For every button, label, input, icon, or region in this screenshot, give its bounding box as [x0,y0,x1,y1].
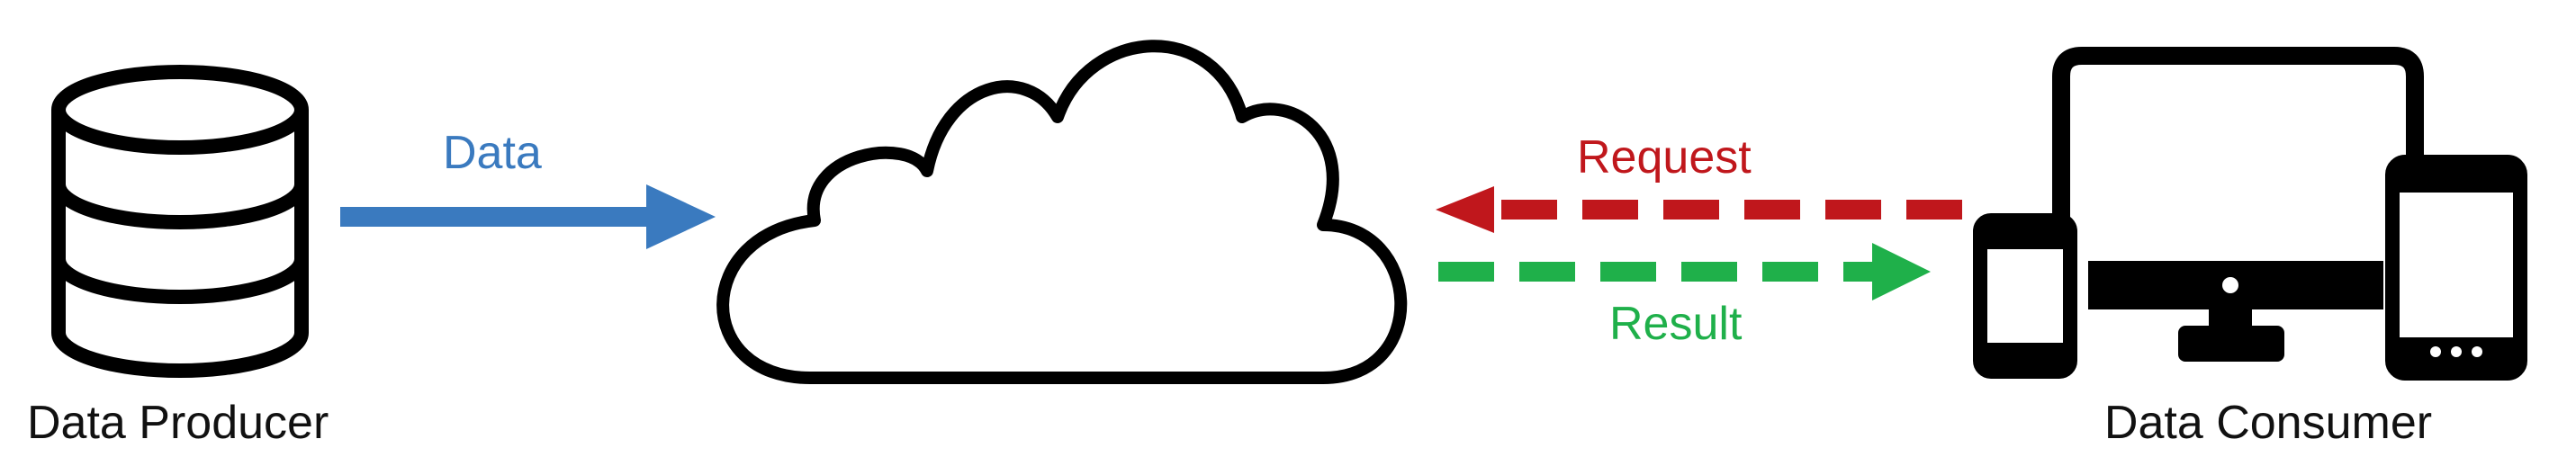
request-arrow [1436,186,1962,233]
cloud-icon [716,40,1408,384]
devices-icon [1973,47,2527,381]
database-icon [51,65,309,378]
result-arrow-label: Result [1609,298,1743,350]
phone-icon [1973,213,2077,379]
monitor-icon [2052,47,2424,362]
result-arrow [1438,243,1931,300]
request-arrow-label: Request [1577,131,1752,184]
consumer-label: Data Consumer [2103,397,2433,449]
data-arrow [340,184,716,249]
data-arrow-label: Data [443,127,542,179]
producer-label: Data Producer [27,397,329,449]
tablet-icon [2385,155,2527,381]
